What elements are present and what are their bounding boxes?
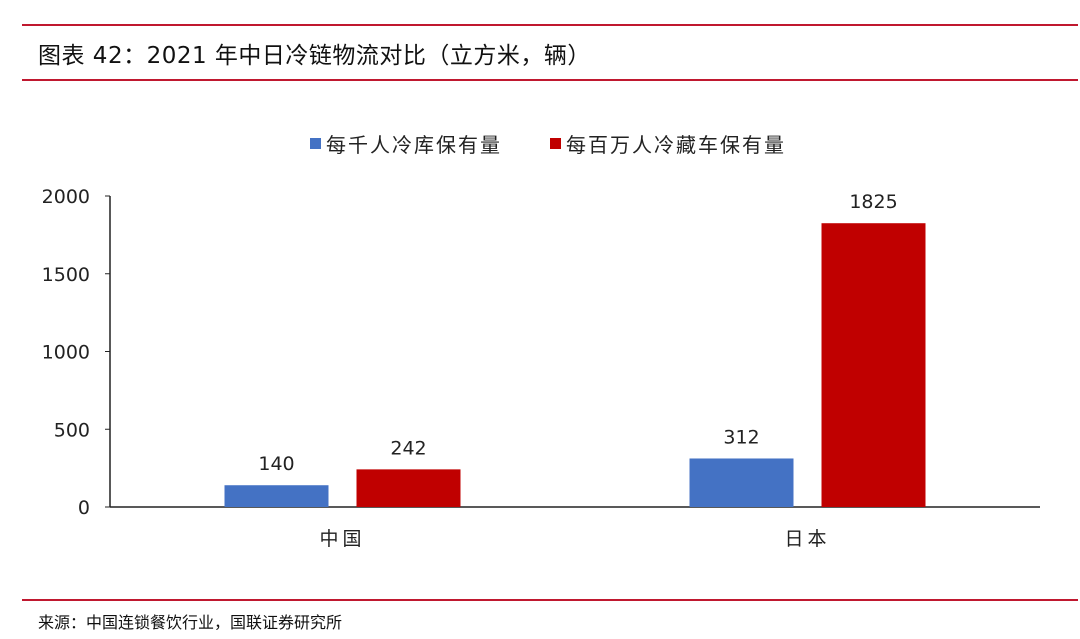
data-label: 242	[390, 437, 426, 459]
y-tick-label: 2000	[42, 186, 90, 208]
data-label: 1825	[849, 191, 897, 213]
x-category-label: 中国	[319, 528, 365, 550]
source-note: 来源：中国连锁餐饮行业，国联证券研究所	[38, 613, 343, 632]
bar	[224, 485, 329, 507]
y-tick-label: 1000	[42, 342, 90, 364]
bar-chart: 0 500 1000 1500 2000 140 242 中国 312 1825 日本 每千人冷库保有…	[42, 133, 1040, 550]
x-category-label: 日本	[784, 528, 830, 550]
data-label: 312	[723, 426, 759, 448]
legend-label: 每千人冷库保有量	[326, 133, 502, 157]
bar	[689, 458, 794, 507]
y-tick-label: 500	[54, 419, 90, 441]
figure-title: 图表 42：2021 年中日冷链物流对比（立方米，辆）	[38, 43, 591, 69]
footer-rule	[22, 599, 1078, 601]
y-tick-label: 0	[78, 497, 90, 519]
legend-label: 每百万人冷藏车保有量	[566, 133, 786, 157]
title-underline	[22, 79, 1078, 81]
y-tick-label: 1500	[42, 264, 90, 286]
bar	[821, 223, 926, 507]
bar	[356, 469, 461, 507]
legend-swatch	[310, 138, 321, 149]
top-rule	[22, 24, 1078, 26]
data-label: 140	[258, 453, 294, 475]
legend-swatch	[550, 138, 561, 149]
